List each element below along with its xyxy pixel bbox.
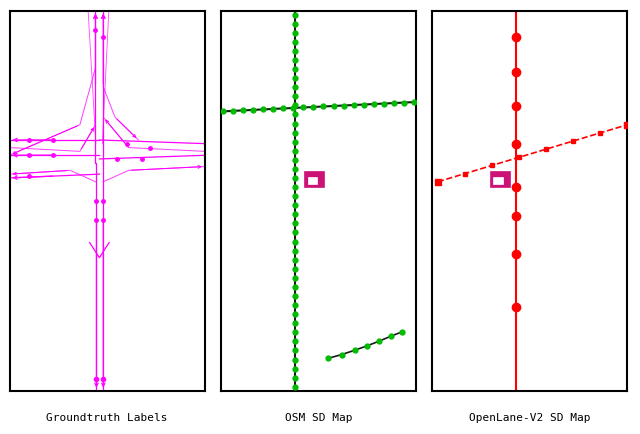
Bar [308,177,317,184]
Bar [305,172,324,187]
Text: OpenLane-V2 SD Map: OpenLane-V2 SD Map [469,413,590,424]
Bar [491,172,510,187]
Text: Groundtruth Labels: Groundtruth Labels [47,413,168,424]
Text: OSM SD Map: OSM SD Map [285,413,352,424]
Bar [493,177,503,184]
